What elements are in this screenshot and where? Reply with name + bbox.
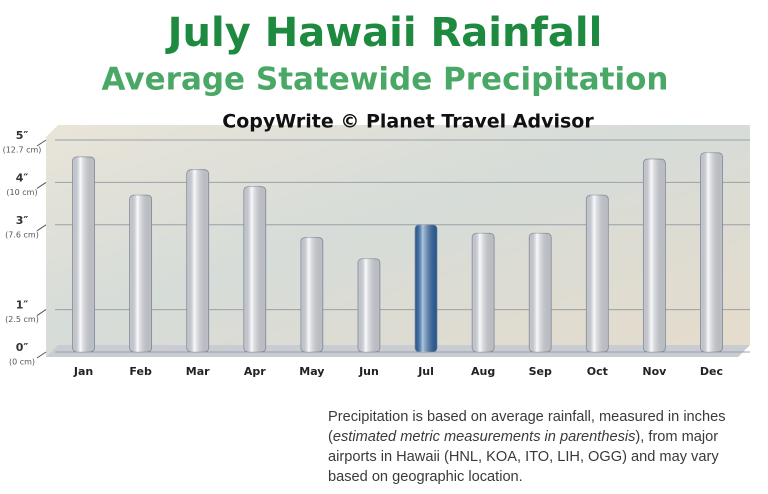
x-tick-label: Nov xyxy=(642,365,667,378)
plot-background xyxy=(46,125,750,357)
x-tick-label: Jul xyxy=(417,365,434,378)
tick-mark xyxy=(36,181,47,189)
bar-shine xyxy=(529,233,552,352)
bar-shine xyxy=(243,186,266,352)
x-tick-label: May xyxy=(299,365,324,378)
bar-shine xyxy=(586,195,609,352)
bar-shine xyxy=(472,233,495,352)
x-tick-label: Apr xyxy=(244,365,266,378)
bar-shine xyxy=(700,152,723,352)
tick-mark xyxy=(36,139,47,147)
chart-title: July Hawaii Rainfall xyxy=(165,10,603,56)
bar-shine xyxy=(186,169,209,352)
x-tick-label: Jun xyxy=(358,365,379,378)
y-tick-cm-label: (2.5 cm) xyxy=(5,315,39,324)
footnote-italic: estimated metric measurements in parenth… xyxy=(332,429,636,445)
x-tick-label: Jan xyxy=(73,365,93,378)
y-tick-cm-label: (0 cm) xyxy=(9,358,35,367)
x-tick-label: Oct xyxy=(587,365,608,378)
footnote-text: Precipitation is based on average rainfa… xyxy=(328,409,726,445)
x-tick-label: Aug xyxy=(471,365,495,378)
tick-mark xyxy=(36,309,47,317)
x-tick-label: Sep xyxy=(529,365,552,378)
chart-subtitle: Average Statewide Precipitation xyxy=(102,62,669,98)
y-tick-label: 4″ xyxy=(16,171,29,184)
y-tick-label: 3″ xyxy=(16,214,29,227)
y-tick-label: 1″ xyxy=(16,299,29,312)
bar-shine xyxy=(72,156,95,352)
plot-floor xyxy=(46,345,750,357)
bar-shine xyxy=(415,224,438,352)
y-tick-label: 5″ xyxy=(16,129,29,142)
y-tick-label: 0″ xyxy=(16,341,29,354)
bar-shine xyxy=(643,159,666,352)
y-tick-cm-label: (12.7 cm) xyxy=(3,146,42,155)
x-tick-label: Feb xyxy=(129,365,152,378)
y-tick-cm-label: (10 cm) xyxy=(6,188,37,197)
x-tick-label: Dec xyxy=(700,365,723,378)
footnote-text: ), from major airports in Hawaii (HNL, K… xyxy=(328,429,719,485)
bar-shine xyxy=(129,195,152,352)
y-tick-cm-label: (7.6 cm) xyxy=(5,230,39,239)
footnote: Precipitation is based on average rainfa… xyxy=(328,407,760,487)
bar-shine xyxy=(357,258,380,352)
tick-mark xyxy=(36,224,47,232)
tick-mark xyxy=(36,351,47,359)
x-tick-label: Mar xyxy=(186,365,210,378)
bar-shine xyxy=(300,237,323,352)
copyright: CopyWrite © Planet Travel Advisor xyxy=(222,111,594,133)
